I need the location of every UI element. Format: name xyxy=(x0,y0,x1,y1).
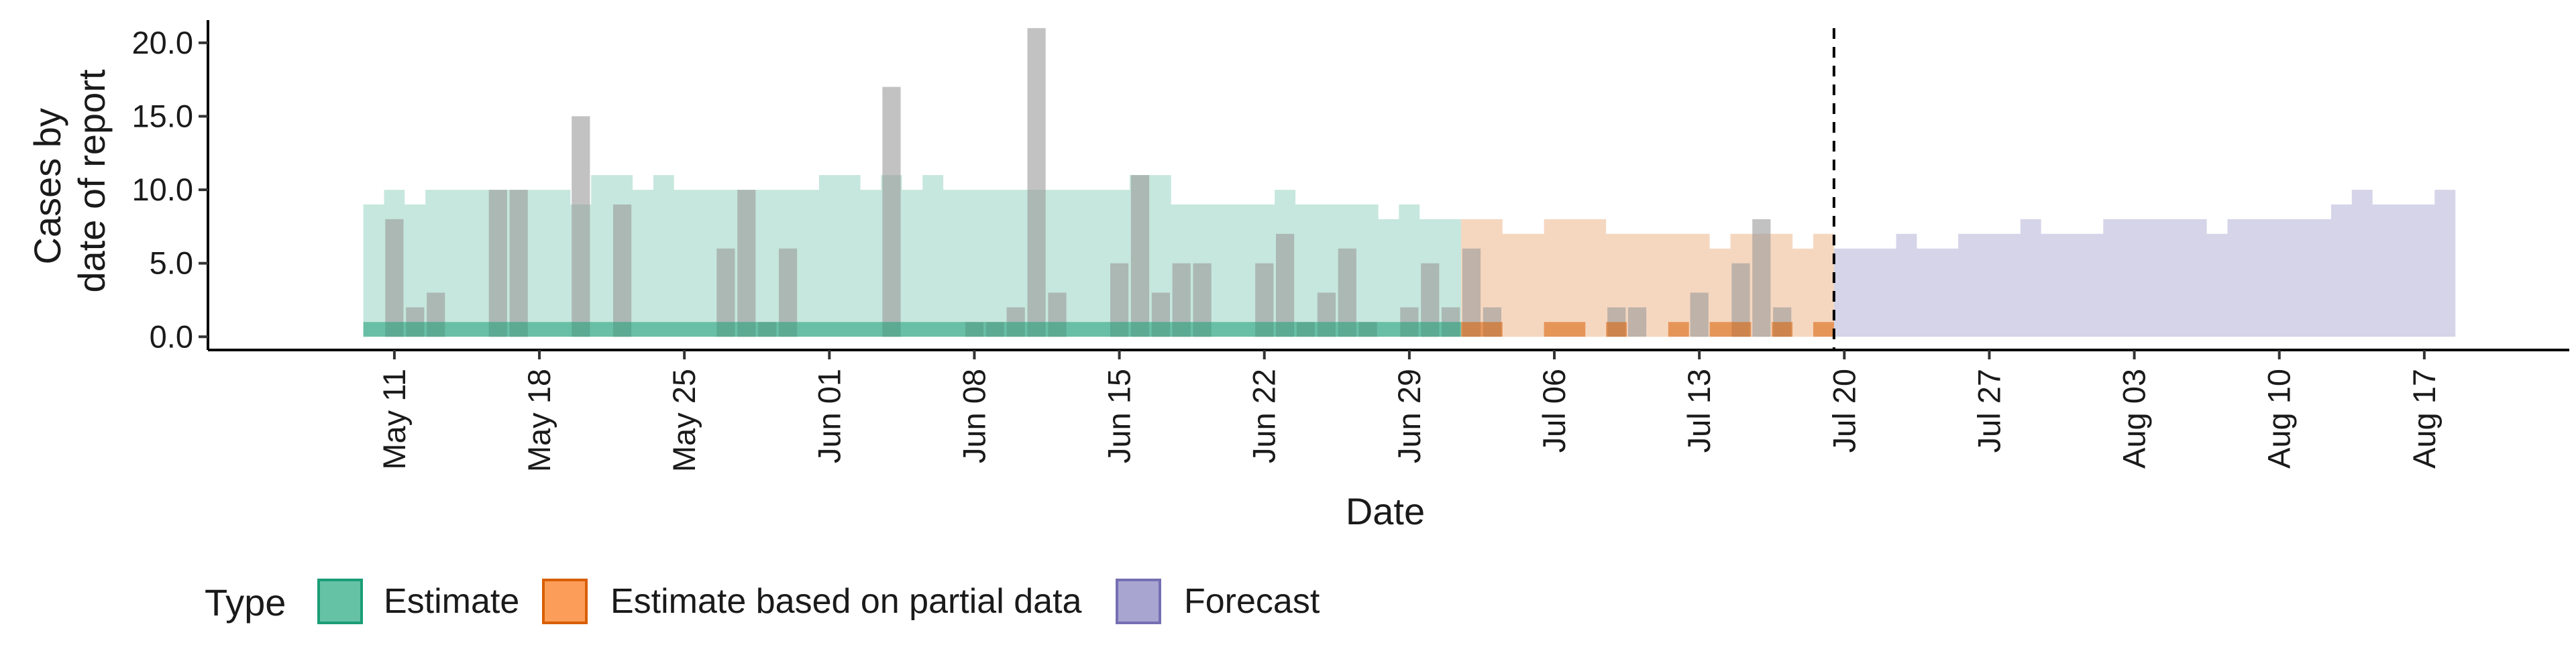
observed-case-bar xyxy=(716,248,735,337)
legend-key-0 xyxy=(317,579,363,624)
y-tick-label: 10.0 xyxy=(132,172,193,207)
x-tick-label: Jul 27 xyxy=(1971,369,2006,453)
legend-label-2: Forecast xyxy=(1184,582,1320,621)
legend: Type Estimate Estimate based on partial da… xyxy=(205,579,1320,624)
x-tick-label: May 18 xyxy=(521,369,557,472)
observed-case-bar xyxy=(488,190,507,337)
axes-layer: 0.0 5.0 10.0 15.0 20.0 May 11 May 18 May 25 Jun … xyxy=(132,20,2569,472)
legend-key-2 xyxy=(1116,579,1161,624)
legend-label-1: Estimate based on partial data xyxy=(610,582,1082,621)
y-tick-label: 20.0 xyxy=(132,25,193,60)
observed-case-bar xyxy=(737,190,756,337)
x-axis-title: Date xyxy=(1346,490,1425,532)
observed-case-bar xyxy=(1130,175,1150,337)
x-tick-label: Jun 01 xyxy=(811,369,847,463)
observed-case-bar xyxy=(779,248,798,337)
x-tick-label: Jul 20 xyxy=(1826,369,1862,453)
x-tick-label: Aug 10 xyxy=(2261,369,2297,469)
x-tick-label: Aug 03 xyxy=(2116,369,2152,469)
y-axis-title: Cases by date of report xyxy=(26,69,113,293)
observed-case-bar xyxy=(1276,233,1295,337)
x-tick-label: Jul 13 xyxy=(1681,369,1717,453)
observed-case-bar xyxy=(1027,27,1046,337)
y-tick-label: 0.0 xyxy=(150,318,193,354)
observed-case-bar xyxy=(1752,219,1771,337)
observed-case-bar xyxy=(1690,292,1709,337)
x-tick-label: Jun 15 xyxy=(1102,369,1137,463)
y-tick-label: 5.0 xyxy=(150,245,193,281)
observed-case-bar xyxy=(1462,248,1481,337)
observed-case-bar xyxy=(882,86,901,337)
x-tick-label: Jun 08 xyxy=(957,369,992,463)
legend-key-1 xyxy=(542,579,588,624)
observed-case-bar xyxy=(385,219,404,337)
y-axis-title-line-2: date of report xyxy=(70,69,113,293)
x-tick-label: May 11 xyxy=(376,369,412,470)
x-tick-label: May 25 xyxy=(666,369,702,472)
observed-case-bar xyxy=(1338,248,1356,337)
estimate-band-inner xyxy=(363,322,1462,337)
observed-case-bar xyxy=(613,204,632,337)
partial-band-inner xyxy=(1461,322,1834,337)
observed-case-bar xyxy=(509,190,528,337)
x-tick-label: Jun 29 xyxy=(1391,369,1427,463)
observed-case-bar xyxy=(1627,307,1647,337)
x-tick-label: Jun 22 xyxy=(1246,369,1282,463)
y-axis-title-line-1: Cases by xyxy=(26,108,68,264)
estimate-band-outer xyxy=(363,175,1462,337)
x-tick-label: Aug 17 xyxy=(2406,369,2442,469)
overlay-layer xyxy=(363,28,1835,350)
legend-title: Type xyxy=(205,581,286,624)
forecast-band xyxy=(1833,190,2456,337)
legend-label-0: Estimate xyxy=(384,582,519,621)
y-tick-label: 15.0 xyxy=(132,98,193,133)
observed-case-bar xyxy=(572,116,590,337)
x-tick-label: Jul 06 xyxy=(1536,369,1572,453)
